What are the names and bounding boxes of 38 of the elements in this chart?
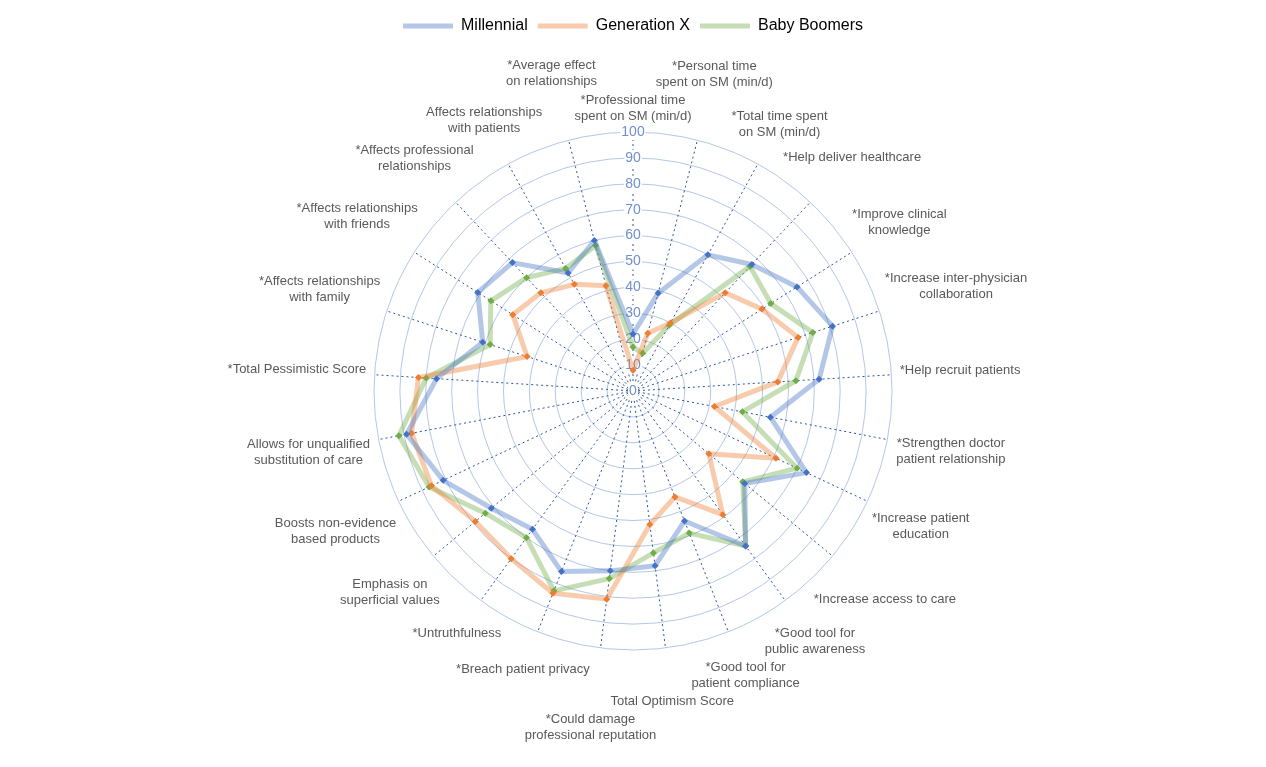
spoke-label: *Good tool for public awareness — [764, 624, 866, 656]
y-tick-label: 50 — [625, 252, 641, 269]
spoke-label: Allows for unqualified substitution of care — [247, 436, 370, 468]
y-tick-label: 90 — [625, 148, 641, 165]
spoke-label: *Untruthfulness — [412, 624, 502, 640]
legend-label: Baby Boomers — [758, 16, 863, 34]
spoke-label: *Personal time spent on SM (min/d) — [655, 57, 773, 89]
spoke-label: Emphasis on superficial values — [339, 575, 441, 607]
y-tick-label: 0 — [629, 381, 638, 398]
spoke-label: *Breach patient privacy — [456, 660, 591, 676]
spoke-label: *Could damage professional reputation — [524, 711, 657, 743]
legend-label: Generation X — [595, 16, 691, 34]
spoke-label: *Help deliver healthcare — [783, 149, 922, 165]
spoke-label: *Increase patient education — [871, 509, 970, 541]
spoke-label: *Improve clinical knowledge — [852, 205, 947, 237]
spoke-label: *Average effect on relationships — [505, 57, 598, 89]
y-tick-label: 30 — [625, 304, 641, 321]
legend-label: Millennial — [461, 16, 528, 34]
spoke-label: *Increase inter-physician collaboration — [884, 269, 1028, 301]
spoke-label: *Professional time spent on SM (min/d) — [574, 91, 692, 123]
y-tick-label: 70 — [625, 200, 641, 217]
y-tick-label: 80 — [625, 174, 641, 191]
y-tick-label: 40 — [625, 278, 641, 295]
spoke-label: *Good tool for patient compliance — [691, 658, 800, 690]
spoke-label: *Strengthen doctor patient relationship — [896, 435, 1006, 467]
spoke-label: *Help recruit patients — [899, 362, 1021, 377]
y-tick-label: 60 — [625, 226, 641, 243]
spoke-label: *Affects relationships with friends — [296, 199, 419, 231]
spoke-label: *Increase access to care — [813, 590, 957, 606]
y-tick-label: 20 — [625, 330, 641, 347]
spoke-label: *Affects relationships with family — [258, 272, 381, 304]
spoke-label: Total Optimism Score — [610, 692, 734, 708]
y-tick-label: 100 — [621, 122, 645, 139]
spoke-label: *Total time spent on SM (min/d) — [731, 108, 828, 140]
spoke-label: *Total Pessimistic Score — [227, 361, 367, 377]
spoke-label: *Affects professional relationships — [355, 141, 474, 173]
spoke-label: Boosts non-evidence based products — [274, 514, 397, 546]
spoke-label: Affects relationships with patients — [426, 103, 543, 135]
